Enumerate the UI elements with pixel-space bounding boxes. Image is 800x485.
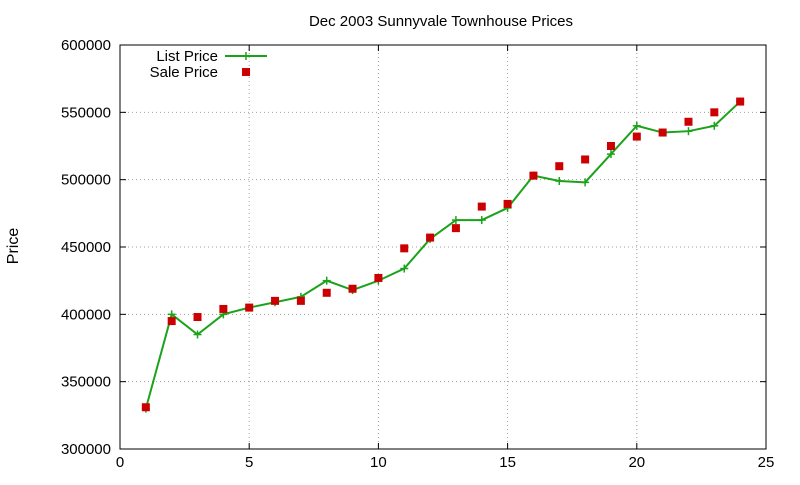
x-tick-label: 15 bbox=[499, 454, 516, 471]
y-axis-label: Price bbox=[5, 228, 22, 265]
data-point bbox=[193, 313, 202, 322]
data-point bbox=[606, 142, 615, 150]
data-series bbox=[141, 97, 745, 413]
x-tick-label: 0 bbox=[116, 454, 124, 471]
data-point bbox=[296, 296, 305, 305]
data-point bbox=[632, 132, 641, 141]
data-point bbox=[219, 304, 228, 313]
data-point bbox=[684, 127, 693, 136]
data-point bbox=[167, 317, 176, 326]
legend-marker-list-price bbox=[242, 52, 250, 60]
series-sale-price bbox=[141, 97, 745, 412]
data-point bbox=[141, 403, 150, 412]
axis-ticks: 0 5 10 15 20 25 300000 350000 400000 450000 500000… bbox=[61, 37, 774, 471]
y-tick-label: 400000 bbox=[61, 306, 111, 323]
data-point bbox=[710, 108, 719, 117]
data-point bbox=[167, 310, 176, 319]
y-tick-label: 550000 bbox=[61, 104, 111, 121]
legend-label-list-price: List Price bbox=[156, 48, 218, 65]
data-point bbox=[271, 296, 280, 305]
x-tick-label: 25 bbox=[758, 454, 775, 471]
data-point bbox=[555, 177, 564, 186]
data-point bbox=[245, 303, 254, 312]
legend-label-sale-price: Sale Price bbox=[150, 64, 218, 81]
data-point bbox=[581, 155, 590, 164]
data-point bbox=[529, 171, 538, 180]
data-point bbox=[606, 150, 615, 159]
plot-frame bbox=[119, 44, 767, 450]
data-point bbox=[193, 330, 202, 339]
data-point bbox=[348, 284, 357, 293]
legend: List Price Sale Price bbox=[150, 48, 267, 81]
x-tick-label: 5 bbox=[245, 454, 253, 471]
y-tick-label: 500000 bbox=[61, 172, 111, 189]
series-list-price bbox=[141, 97, 745, 413]
data-point bbox=[736, 97, 745, 106]
plot-border bbox=[119, 44, 767, 450]
data-point bbox=[426, 233, 435, 242]
chart-text: Dec 2003 Sunnyvale Townhouse Prices Pric… bbox=[5, 13, 573, 264]
series-line bbox=[144, 100, 741, 409]
data-point bbox=[451, 224, 460, 233]
data-point bbox=[503, 199, 512, 208]
x-tick-label: 20 bbox=[628, 454, 645, 471]
x-tick-label: 10 bbox=[370, 454, 387, 471]
data-point bbox=[684, 117, 693, 126]
data-point bbox=[658, 128, 667, 137]
data-point bbox=[374, 273, 383, 282]
legend-marker-sale-price bbox=[242, 68, 250, 76]
grid-lines bbox=[120, 45, 766, 449]
data-point bbox=[400, 244, 409, 253]
y-tick-label: 350000 bbox=[61, 374, 111, 391]
data-point bbox=[322, 288, 331, 297]
y-tick-label: 450000 bbox=[61, 239, 111, 256]
data-point bbox=[632, 121, 641, 130]
y-tick-label: 600000 bbox=[61, 37, 111, 54]
data-point bbox=[451, 216, 460, 225]
data-point bbox=[477, 202, 486, 211]
y-tick-label: 300000 bbox=[61, 441, 111, 458]
data-point bbox=[581, 178, 590, 187]
data-point bbox=[477, 216, 486, 225]
data-point bbox=[322, 276, 331, 285]
data-point bbox=[400, 264, 409, 273]
chart-title: Dec 2003 Sunnyvale Townhouse Prices bbox=[309, 13, 573, 30]
data-point bbox=[555, 162, 564, 171]
data-point bbox=[710, 121, 719, 130]
